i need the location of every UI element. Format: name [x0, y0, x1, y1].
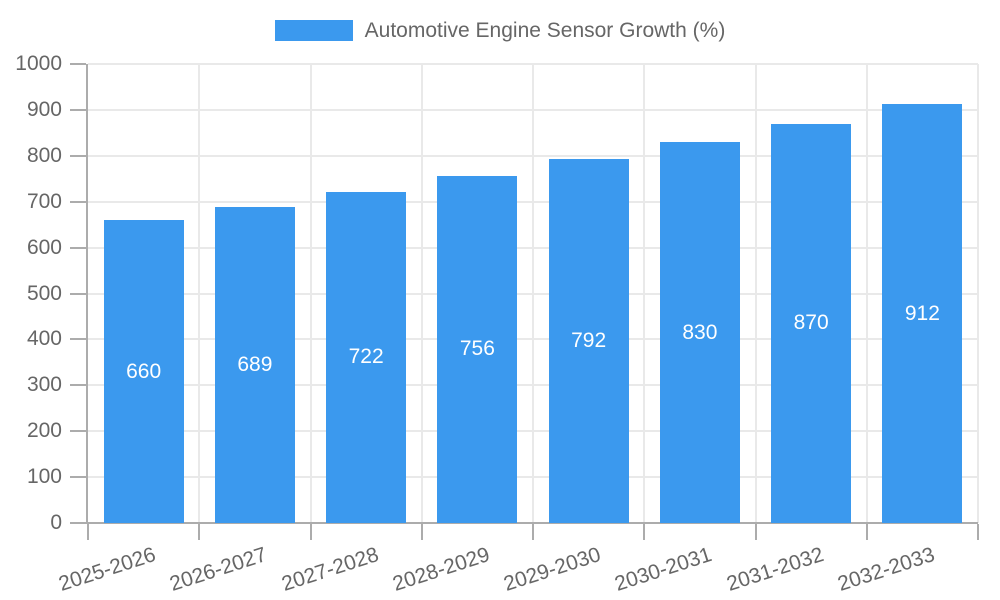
y-axis-line: [86, 64, 88, 523]
y-axis-tick-label: 1000: [15, 52, 62, 75]
x-axis-tick: [87, 524, 89, 540]
y-axis-tick: [70, 108, 86, 111]
bar-value-label: 830: [682, 320, 718, 344]
y-axis-tick-label: 500: [26, 281, 62, 305]
x-axis-tick: [420, 524, 423, 540]
x-axis-label: 2032-2033: [834, 543, 938, 596]
gridline-vertical: [420, 64, 423, 523]
x-axis-label: 2026-2027: [167, 543, 270, 596]
x-axis-label: 2031-2032: [723, 543, 827, 596]
y-axis-tick-label: 0: [50, 511, 62, 534]
bar[interactable]: [326, 191, 407, 523]
gridline-vertical: [977, 64, 979, 523]
bar[interactable]: [771, 123, 852, 523]
legend-item[interactable]: Automotive Engine Sensor Growth (%): [0, 18, 1000, 43]
bar[interactable]: [214, 206, 295, 523]
x-axis-tick: [865, 524, 868, 540]
x-axis-tick: [643, 524, 646, 540]
bar[interactable]: [103, 220, 184, 523]
x-axis-label: 2027-2028: [278, 543, 382, 596]
y-axis-tick-label: 700: [26, 189, 62, 213]
bar[interactable]: [437, 175, 518, 523]
y-axis-tick-label: 100: [26, 465, 62, 489]
gridline-vertical: [865, 64, 868, 523]
bar-value-label: 756: [459, 337, 495, 361]
y-axis-tick: [70, 384, 86, 387]
bar-value-label: 870: [793, 311, 829, 335]
x-axis-label: 2028-2029: [389, 543, 493, 596]
y-axis-tick-label: 800: [26, 143, 62, 167]
y-axis-tick: [70, 200, 86, 203]
legend-label: Automotive Engine Sensor Growth (%): [364, 19, 726, 42]
y-axis-tick: [70, 246, 86, 249]
legend-swatch: [274, 20, 353, 41]
x-axis-tick: [309, 524, 312, 540]
y-axis-tick-label: 400: [26, 327, 62, 351]
y-axis-tick: [70, 292, 86, 295]
bar-value-label: 660: [126, 359, 162, 383]
x-axis-tick: [532, 524, 534, 540]
y-axis-tick: [70, 522, 86, 524]
y-axis-tick-label: 200: [26, 419, 62, 443]
y-axis-tick-label: 900: [26, 97, 62, 121]
y-axis-tick: [70, 338, 86, 341]
y-axis-tick-label: 600: [26, 235, 62, 259]
bar-value-label: 912: [904, 301, 940, 325]
bar-value-label: 792: [571, 329, 607, 353]
gridline-vertical: [309, 64, 312, 523]
y-axis-tick: [70, 430, 86, 433]
x-axis-label: 2030-2031: [612, 543, 715, 596]
bar-value-label: 689: [237, 352, 273, 376]
x-axis-tick: [198, 524, 201, 540]
gridline-vertical: [532, 64, 534, 523]
gridline-vertical: [643, 64, 646, 523]
x-axis-label: 2025-2026: [56, 543, 159, 596]
x-axis-label: 2029-2030: [501, 543, 604, 596]
bar-value-label: 722: [348, 345, 384, 369]
y-axis-tick-label: 300: [26, 373, 62, 397]
bar[interactable]: [882, 104, 963, 523]
bar[interactable]: [548, 159, 629, 523]
y-axis-tick: [70, 63, 86, 65]
x-axis-line: [86, 522, 978, 524]
x-axis-tick: [754, 524, 757, 540]
x-axis-tick: [977, 524, 979, 540]
gridline-vertical: [198, 64, 201, 523]
y-axis-tick: [70, 476, 86, 479]
y-axis-tick: [70, 154, 86, 157]
bar[interactable]: [659, 142, 740, 523]
gridline-vertical: [754, 64, 757, 523]
